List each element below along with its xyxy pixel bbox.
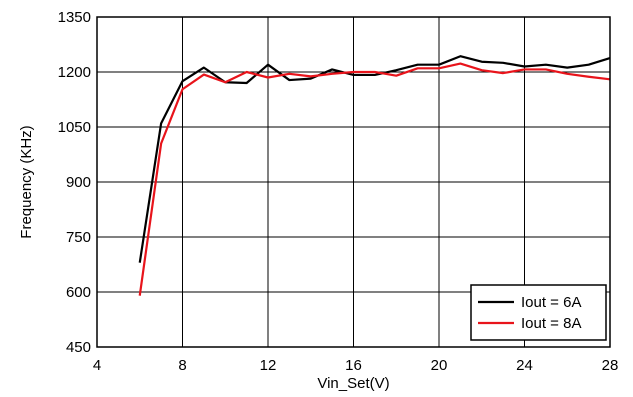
- series-line-2: [138, 62, 611, 296]
- x-axis-title: Vin_Set(V): [317, 375, 389, 392]
- legend-label-1: Iout = 6A: [521, 294, 581, 311]
- x-tick-label: 12: [260, 357, 277, 374]
- legend: Iout = 6A Iout = 8A: [470, 284, 607, 341]
- x-tick-label: 20: [431, 357, 448, 374]
- tick-labels: 4 8 12 16 20 24 28 450 600 750 900 1050 1200 1350: [58, 9, 619, 374]
- y-tick-label: 900: [66, 174, 91, 191]
- series-line-1: [138, 55, 611, 263]
- legend-box: [470, 284, 607, 341]
- x-tick-label: 28: [602, 357, 619, 374]
- y-tick-label: 600: [66, 284, 91, 301]
- y-tick-label: 1350: [58, 9, 91, 26]
- x-tick-label: 24: [516, 357, 533, 374]
- y-tick-label: 450: [66, 339, 91, 356]
- series-lines: [138, 55, 611, 296]
- x-tick-label: 4: [93, 357, 101, 374]
- y-axis-title: Frequency (KHz): [18, 125, 35, 238]
- legend-label-2: Iout = 8A: [521, 315, 581, 332]
- x-tick-label: 16: [345, 357, 362, 374]
- y-tick-label: 1050: [58, 119, 91, 136]
- plot-area-frame: [96, 16, 611, 348]
- x-tick-label: 8: [178, 357, 186, 374]
- y-tick-label: 750: [66, 229, 91, 246]
- y-tick-label: 1200: [58, 64, 91, 81]
